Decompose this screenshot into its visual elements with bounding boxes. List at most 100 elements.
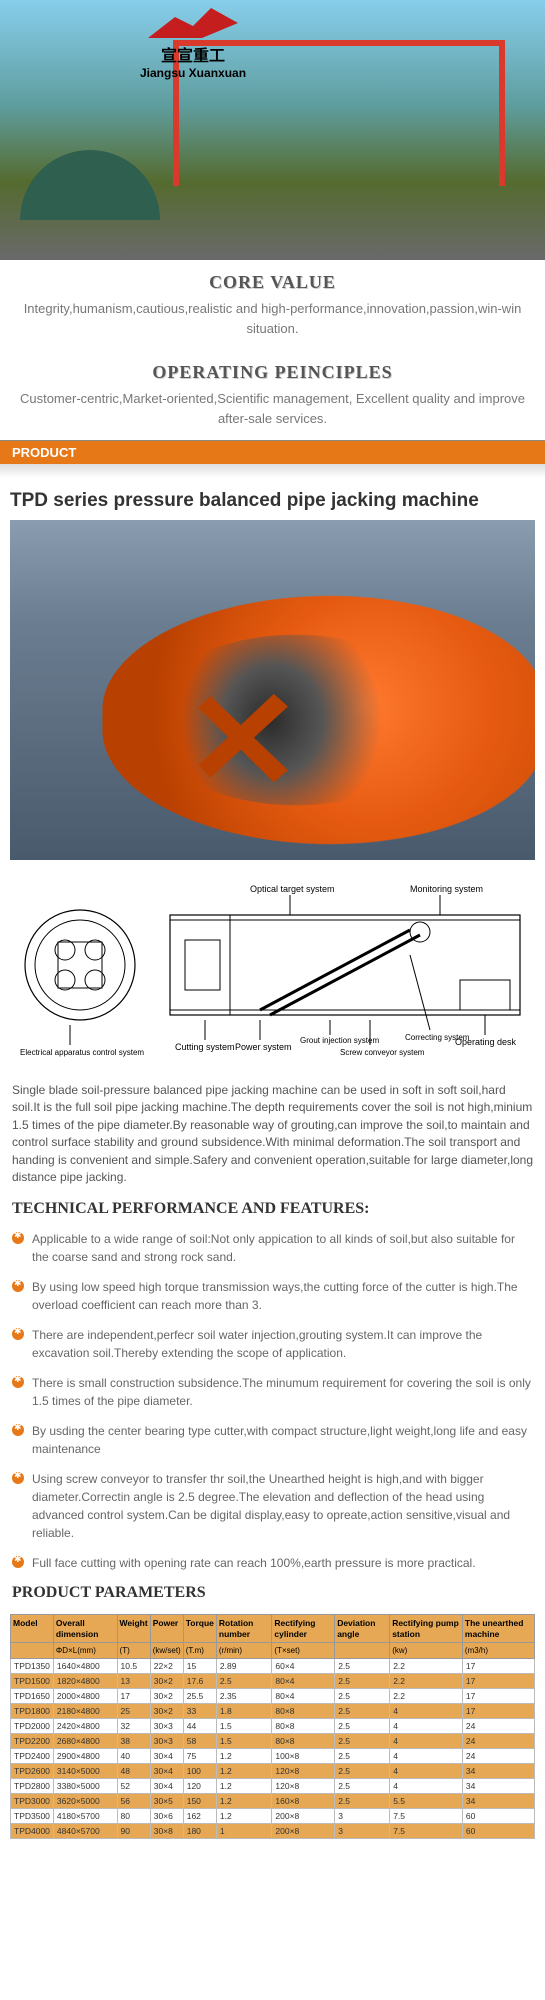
table-cell: 2.89 — [216, 1659, 271, 1674]
table-cell: TPD1350 — [11, 1659, 54, 1674]
feature-item: By usding the center bearing type cutter… — [12, 1418, 533, 1466]
table-cell: 2180×4800 — [53, 1704, 117, 1719]
table-row: TPD35004180×57008030×61621.2200×837.560 — [11, 1809, 535, 1824]
table-cell: 48 — [117, 1764, 150, 1779]
table-cell: 2.5 — [335, 1734, 390, 1749]
table-cell: 17 — [462, 1674, 534, 1689]
table-cell: 75 — [183, 1749, 216, 1764]
table-header: Weight — [117, 1615, 150, 1642]
table-cell: 1.2 — [216, 1764, 271, 1779]
table-cell: TPD1500 — [11, 1674, 54, 1689]
table-cell: 32 — [117, 1719, 150, 1734]
table-cell: 162 — [183, 1809, 216, 1824]
table-cell: TPD1800 — [11, 1704, 54, 1719]
table-cell: 200×8 — [272, 1824, 335, 1839]
table-cell: 100 — [183, 1764, 216, 1779]
table-cell: 2900×4800 — [53, 1749, 117, 1764]
table-cell: 24 — [462, 1719, 534, 1734]
feature-item: By using low speed high torque transmiss… — [12, 1274, 533, 1322]
table-cell: 17 — [462, 1689, 534, 1704]
table-header: Rotation number — [216, 1615, 271, 1642]
table-head: ModelOverall dimensionWeightPowerTorqueR… — [11, 1615, 535, 1659]
table-cell: 44 — [183, 1719, 216, 1734]
table-cell: 1.2 — [216, 1779, 271, 1794]
table-cell: 30×6 — [150, 1809, 183, 1824]
logo-cn: 宣宣重工 — [140, 42, 246, 66]
table-subheader — [11, 1642, 54, 1659]
table-row: TPD26003140×50004830×41001.2120×82.5434 — [11, 1764, 535, 1779]
table-cell: 180 — [183, 1824, 216, 1839]
table-cell: 4 — [390, 1749, 463, 1764]
table-cell: 56 — [117, 1794, 150, 1809]
table-cell: 30×4 — [150, 1779, 183, 1794]
table-cell: 4 — [390, 1779, 463, 1794]
table-cell: 4 — [390, 1719, 463, 1734]
table-header: The unearthed machine — [462, 1615, 534, 1642]
table-cell: 34 — [462, 1794, 534, 1809]
svg-text:Power system: Power system — [235, 1042, 292, 1052]
table-cell: 13 — [117, 1674, 150, 1689]
logo: 宣宣重工 Jiangsu Xuanxuan — [140, 8, 246, 80]
table-cell: 30×4 — [150, 1764, 183, 1779]
table-cell: 58 — [183, 1734, 216, 1749]
description: Single blade soil-pressure balanced pipe… — [0, 1082, 545, 1196]
table-cell: 1820×4800 — [53, 1674, 117, 1689]
table-cell: 1 — [216, 1824, 271, 1839]
table-cell: 33 — [183, 1704, 216, 1719]
logo-mark — [148, 8, 238, 38]
hero-image: 宣宣重工 Jiangsu Xuanxuan — [0, 0, 545, 260]
table-cell: 160×8 — [272, 1794, 335, 1809]
table-cell: 2.2 — [390, 1689, 463, 1704]
table-cell: 80×8 — [272, 1704, 335, 1719]
table-cell: 60×4 — [272, 1659, 335, 1674]
table-subheader: (T.m) — [183, 1642, 216, 1659]
table-subheader: (m3/h) — [462, 1642, 534, 1659]
table-cell: 34 — [462, 1779, 534, 1794]
table-cell: TPD1650 — [11, 1689, 54, 1704]
table-cell: 2.5 — [335, 1719, 390, 1734]
table-cell: 150 — [183, 1794, 216, 1809]
table-cell: 40 — [117, 1749, 150, 1764]
table-cell: 2.5 — [335, 1674, 390, 1689]
table-cell: 4 — [390, 1704, 463, 1719]
operating-section: OPERATING PEINCIPLES Customer-centric,Ma… — [0, 350, 545, 440]
table-cell: 30×3 — [150, 1734, 183, 1749]
table-header: Deviation angle — [335, 1615, 390, 1642]
table-cell: TPD2000 — [11, 1719, 54, 1734]
table-cell: 10.5 — [117, 1659, 150, 1674]
table-cell: 4180×5700 — [53, 1809, 117, 1824]
table-cell: 60 — [462, 1809, 534, 1824]
table-row: TPD24002900×48004030×4751.2100×82.5424 — [11, 1749, 535, 1764]
table-row: TPD22002680×48003830×3581.580×82.5424 — [11, 1734, 535, 1749]
table-cell: 1.5 — [216, 1719, 271, 1734]
table-cell: 3620×5000 — [53, 1794, 117, 1809]
table-cell: 25.5 — [183, 1689, 216, 1704]
table-cell: 1.5 — [216, 1734, 271, 1749]
table-cell: 5.5 — [390, 1794, 463, 1809]
table-subheader: (T×set) — [272, 1642, 335, 1659]
table-cell: 24 — [462, 1749, 534, 1764]
table-cell: 2.5 — [335, 1779, 390, 1794]
table-cell: 2.5 — [216, 1674, 271, 1689]
table-row: TPD20002420×48003230×3441.580×82.5424 — [11, 1719, 535, 1734]
table-subheader: (kw/set) — [150, 1642, 183, 1659]
table-cell: TPD2600 — [11, 1764, 54, 1779]
table-cell: 2.5 — [335, 1689, 390, 1704]
table-cell: 22×2 — [150, 1659, 183, 1674]
product-label: PRODUCT — [12, 445, 76, 460]
table-cell: 1.8 — [216, 1704, 271, 1719]
table-cell: 4 — [390, 1734, 463, 1749]
feature-item: There are independent,perfecr soil water… — [12, 1322, 533, 1370]
table-cell: 7.5 — [390, 1809, 463, 1824]
table-cell: 1640×4800 — [53, 1659, 117, 1674]
table-row: TPD13501640×480010.522×2152.8960×42.52.2… — [11, 1659, 535, 1674]
svg-text:Electrical apparatus control s: Electrical apparatus control system — [20, 1048, 144, 1057]
params-table: ModelOverall dimensionWeightPowerTorqueR… — [10, 1614, 535, 1839]
table-cell: TPD3500 — [11, 1809, 54, 1824]
feature-item: Using screw conveyor to transfer thr soi… — [12, 1466, 533, 1550]
table-cell: 80×8 — [272, 1719, 335, 1734]
table-subheader: (T) — [117, 1642, 150, 1659]
table-cell: 80×8 — [272, 1734, 335, 1749]
table-cell: 120×8 — [272, 1779, 335, 1794]
table-cell: 30×3 — [150, 1719, 183, 1734]
